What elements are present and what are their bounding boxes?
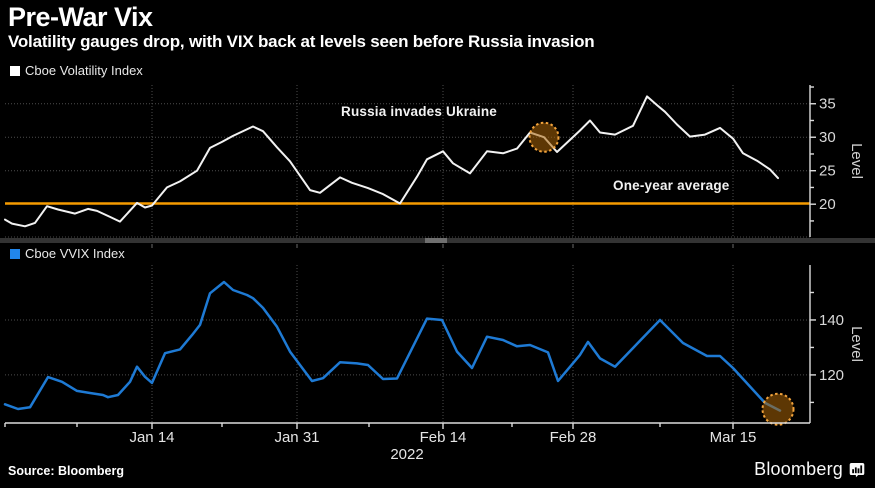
legend-swatch-vix xyxy=(10,65,20,76)
legend-vix: Cboe Volatility Index xyxy=(10,63,143,78)
x-tick-label: Feb 14 xyxy=(420,429,467,446)
legend-label-vix: Cboe Volatility Index xyxy=(25,63,143,78)
y-tick-label: 20 xyxy=(819,196,836,213)
legend-label-vvix: Cboe VVIX Index xyxy=(25,246,125,261)
annotation-one-year-average: One-year average xyxy=(613,178,730,193)
series-line xyxy=(3,280,782,412)
y-tick-label: 30 xyxy=(819,129,836,146)
series-line xyxy=(4,95,779,228)
x-tick-label: Jan 31 xyxy=(274,429,319,446)
y-axis-title: Level xyxy=(848,143,865,179)
legend-vvix: Cboe VVIX Index xyxy=(10,246,125,261)
legend-swatch-vvix xyxy=(10,248,20,259)
bloomberg-logo: Bloomberg xyxy=(754,459,865,480)
bloomberg-wordmark: Bloomberg xyxy=(754,459,843,479)
y-tick-label: 35 xyxy=(819,96,836,113)
y-tick-label: 140 xyxy=(819,312,844,329)
x-tick-label: Mar 15 xyxy=(710,429,757,446)
annotation-invasion: Russia invades Ukraine xyxy=(341,104,497,119)
chart-subtitle: Volatility gauges drop, with VIX back at… xyxy=(8,32,595,51)
chart-title: Pre-War Vix xyxy=(8,2,153,32)
y-tick-label: 120 xyxy=(819,367,844,384)
highlight-marker xyxy=(761,392,795,426)
pane-divider-scrollbar[interactable] xyxy=(0,238,875,243)
bloomberg-chart-icon xyxy=(849,462,865,477)
source-credit: Source: Bloomberg xyxy=(8,464,124,478)
highlight-marker xyxy=(528,121,560,153)
x-tick-label: Feb 28 xyxy=(550,429,597,446)
x-axis-year-label: 2022 xyxy=(390,446,424,463)
y-axis-title: Level xyxy=(848,326,865,362)
y-tick-label: 25 xyxy=(819,163,836,180)
x-tick-label: Jan 14 xyxy=(129,429,174,446)
pane-divider-scrollbar-thumb[interactable] xyxy=(425,238,447,243)
